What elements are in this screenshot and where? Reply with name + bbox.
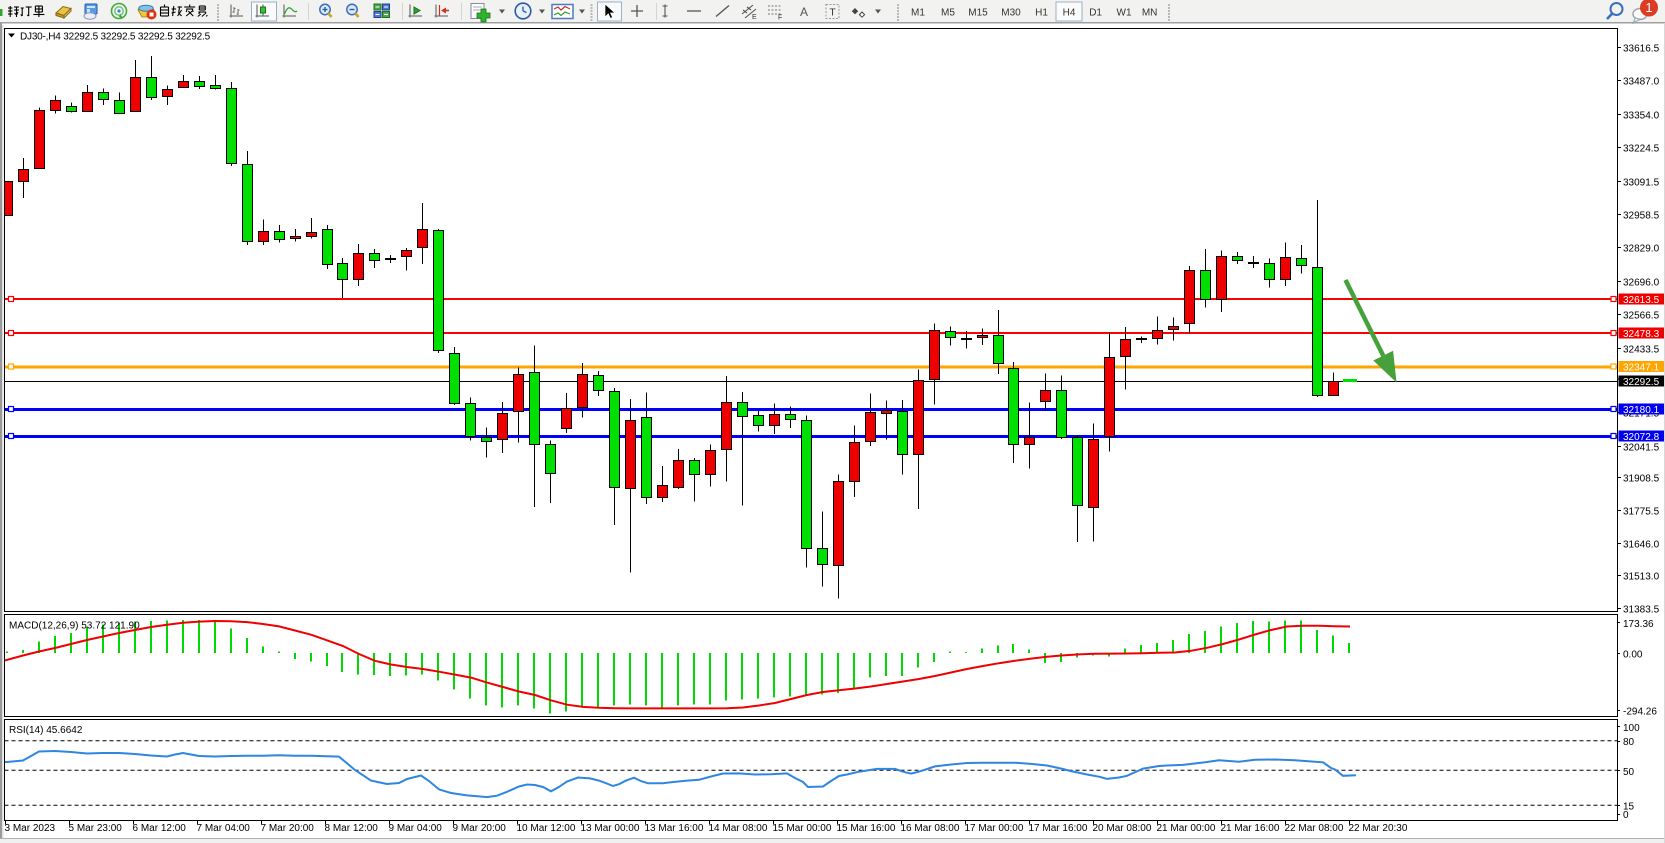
svg-text:MN: MN <box>1142 8 1158 19</box>
svg-text:32180.1: 32180.1 <box>1623 405 1660 416</box>
svg-text:173.36: 173.36 <box>1623 619 1654 630</box>
svg-text:33091.5: 33091.5 <box>1623 178 1660 189</box>
svg-text:32072.8: 32072.8 <box>1623 432 1660 443</box>
svg-text:50: 50 <box>1623 767 1635 778</box>
svg-text:3 Mar 2023: 3 Mar 2023 <box>5 823 56 834</box>
svg-text:15 Mar 16:00: 15 Mar 16:00 <box>837 823 896 834</box>
svg-text:31908.5: 31908.5 <box>1623 474 1660 485</box>
svg-text:32566.5: 32566.5 <box>1623 311 1660 322</box>
svg-text:33354.0: 33354.0 <box>1623 111 1660 122</box>
svg-text:21 Mar 00:00: 21 Mar 00:00 <box>1157 823 1216 834</box>
svg-text:16 Mar 08:00: 16 Mar 08:00 <box>901 823 960 834</box>
svg-text:32347.1: 32347.1 <box>1623 363 1660 374</box>
svg-text:6 Mar 12:00: 6 Mar 12:00 <box>133 823 187 834</box>
svg-text:14 Mar 08:00: 14 Mar 08:00 <box>709 823 768 834</box>
svg-text:A: A <box>800 5 808 19</box>
svg-text:22 Mar 08:00: 22 Mar 08:00 <box>1285 823 1344 834</box>
svg-text:W1: W1 <box>1117 8 1132 19</box>
svg-text:32696.0: 32696.0 <box>1623 278 1660 289</box>
svg-text:7 Mar 20:00: 7 Mar 20:00 <box>261 823 315 834</box>
svg-text:E: E <box>752 14 757 21</box>
svg-text:32829.0: 32829.0 <box>1623 244 1660 255</box>
svg-text:15 Mar 00:00: 15 Mar 00:00 <box>773 823 832 834</box>
svg-text:9 Mar 04:00: 9 Mar 04:00 <box>389 823 443 834</box>
svg-text:MACD(12,26,9) 53.72 121.90: MACD(12,26,9) 53.72 121.90 <box>9 621 140 632</box>
svg-text:17 Mar 00:00: 17 Mar 00:00 <box>965 823 1024 834</box>
svg-text:80: 80 <box>1623 737 1635 748</box>
svg-text:31383.5: 31383.5 <box>1623 605 1660 616</box>
svg-text:13 Mar 00:00: 13 Mar 00:00 <box>581 823 640 834</box>
svg-text:M15: M15 <box>968 8 988 19</box>
svg-text:F: F <box>778 15 782 22</box>
svg-text:32292.5: 32292.5 <box>1623 377 1660 388</box>
svg-text:0.00: 0.00 <box>1623 649 1643 660</box>
svg-text:31513.0: 31513.0 <box>1623 572 1660 583</box>
svg-text:33224.5: 33224.5 <box>1623 144 1660 155</box>
svg-text:H4: H4 <box>1063 8 1076 19</box>
svg-text:22 Mar 20:30: 22 Mar 20:30 <box>1349 823 1408 834</box>
svg-text:32041.5: 32041.5 <box>1623 443 1660 454</box>
svg-text:T: T <box>830 8 836 19</box>
svg-text:33616.5: 33616.5 <box>1623 44 1660 55</box>
svg-text:RSI(14) 45.6642: RSI(14) 45.6642 <box>9 725 83 736</box>
svg-text:32613.5: 32613.5 <box>1623 295 1660 306</box>
svg-text:32433.5: 32433.5 <box>1623 345 1660 356</box>
svg-text:5 Mar 23:00: 5 Mar 23:00 <box>69 823 123 834</box>
svg-text:-294.26: -294.26 <box>1623 707 1657 718</box>
svg-text:13 Mar 16:00: 13 Mar 16:00 <box>645 823 704 834</box>
svg-text:31646.0: 31646.0 <box>1623 540 1660 551</box>
svg-text:M30: M30 <box>1001 8 1021 19</box>
svg-text:32958.5: 32958.5 <box>1623 211 1660 222</box>
svg-text:17 Mar 16:00: 17 Mar 16:00 <box>1029 823 1088 834</box>
svg-text:33487.0: 33487.0 <box>1623 77 1660 88</box>
svg-text:10 Mar 12:00: 10 Mar 12:00 <box>517 823 576 834</box>
svg-text:D1: D1 <box>1089 8 1102 19</box>
svg-text:M1: M1 <box>911 8 925 19</box>
svg-text:32478.3: 32478.3 <box>1623 329 1660 340</box>
svg-text:9 Mar 20:00: 9 Mar 20:00 <box>453 823 507 834</box>
svg-text:DJ30-,H4 32292.5 32292.5 3229: DJ30-,H4 32292.5 32292.5 32292.5 32292.5 <box>20 32 211 43</box>
svg-text:8 Mar 12:00: 8 Mar 12:00 <box>325 823 379 834</box>
svg-text:7 Mar 04:00: 7 Mar 04:00 <box>197 823 251 834</box>
svg-text:100: 100 <box>1623 723 1640 734</box>
svg-text:0: 0 <box>1623 810 1629 821</box>
svg-text:21 Mar 16:00: 21 Mar 16:00 <box>1221 823 1280 834</box>
svg-text:M5: M5 <box>941 8 955 19</box>
svg-text:20 Mar 08:00: 20 Mar 08:00 <box>1093 823 1152 834</box>
svg-text:31775.5: 31775.5 <box>1623 507 1660 518</box>
svg-text:15: 15 <box>1623 802 1635 813</box>
svg-text:1: 1 <box>1645 0 1652 15</box>
svg-text:H1: H1 <box>1035 8 1048 19</box>
